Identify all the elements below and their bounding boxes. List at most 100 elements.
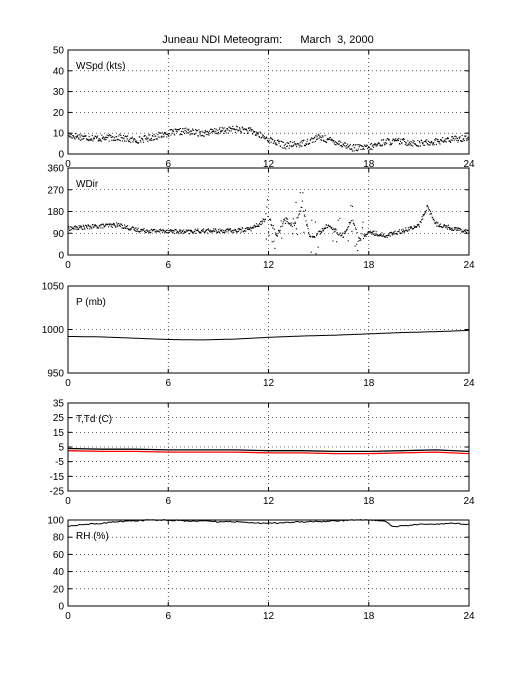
data-point (205, 133, 207, 136)
data-point (266, 139, 269, 141)
data-point (286, 218, 289, 220)
data-point (175, 128, 177, 130)
data-point (127, 228, 129, 230)
data-point (170, 134, 172, 136)
data-point (345, 232, 347, 234)
data-point (369, 148, 371, 150)
data-point (88, 140, 90, 142)
data-point (434, 222, 436, 224)
data-point (169, 129, 171, 131)
y-tick-label: 30 (53, 87, 65, 98)
data-point (293, 141, 295, 143)
data-point (120, 223, 122, 225)
data-point (289, 145, 291, 147)
data-point (337, 142, 339, 145)
y-tick-label: 15 (53, 428, 65, 439)
data-point (408, 141, 410, 143)
data-point (196, 130, 198, 132)
data-point (253, 131, 255, 133)
data-point (438, 141, 441, 143)
data-point (328, 138, 330, 141)
data-point (247, 127, 250, 130)
data-point (305, 224, 308, 226)
data-point (188, 128, 190, 130)
data-point (393, 231, 395, 233)
data-point (207, 134, 209, 136)
data-point (80, 225, 82, 227)
data-point (268, 231, 270, 233)
data-point (320, 139, 322, 141)
data-point (228, 126, 230, 128)
panel-label: RH (%) (76, 531, 109, 542)
data-point (402, 138, 404, 140)
data-point (244, 128, 246, 130)
data-point (305, 144, 308, 146)
data-point (377, 143, 379, 145)
data-point (299, 142, 301, 144)
data-point (317, 246, 319, 248)
data-point (349, 221, 351, 223)
data-point (424, 140, 426, 143)
data-point (243, 132, 245, 135)
data-point (283, 218, 285, 220)
data-point (414, 143, 416, 145)
data-point (227, 129, 229, 131)
data-point (135, 230, 137, 232)
data-point (434, 139, 436, 141)
data-point (309, 142, 311, 144)
data-point (130, 141, 132, 143)
data-point (253, 226, 255, 228)
data-point (154, 228, 156, 231)
data-point (412, 228, 414, 230)
data-point (378, 142, 380, 144)
data-point (249, 128, 251, 130)
data-point (444, 139, 446, 141)
data-point (112, 222, 114, 224)
data-point (158, 231, 160, 233)
data-point (394, 230, 396, 232)
data-point (74, 133, 76, 135)
data-point (118, 139, 120, 141)
data-point (313, 236, 315, 238)
data-point (277, 139, 279, 141)
data-point (77, 226, 79, 228)
data-point (260, 132, 262, 134)
data-point (256, 132, 259, 134)
data-point (266, 137, 268, 139)
data-point (379, 234, 381, 237)
data-point (410, 226, 413, 228)
data-point (252, 130, 254, 132)
data-point (99, 224, 101, 226)
data-point (404, 143, 406, 146)
data-point (451, 229, 453, 231)
data-point (189, 134, 191, 136)
data-point (228, 130, 231, 132)
data-point (275, 143, 278, 145)
data-point (218, 128, 221, 130)
data-point (108, 223, 110, 225)
data-point (93, 226, 95, 229)
y-tick-label: 0 (58, 251, 64, 262)
data-point (246, 227, 248, 229)
data-point (71, 226, 73, 228)
data-point (285, 148, 287, 150)
data-point (181, 230, 183, 232)
data-point (107, 224, 109, 226)
data-point (246, 129, 248, 131)
data-point (102, 136, 104, 138)
data-point (345, 230, 347, 232)
x-tick-label: 24 (463, 159, 475, 170)
data-point (366, 233, 368, 235)
data-point (274, 247, 276, 249)
data-point (152, 135, 154, 137)
data-point (90, 226, 92, 228)
data-point (282, 141, 284, 143)
data-point (367, 147, 369, 149)
data-point (107, 137, 109, 139)
data-point (255, 223, 257, 225)
data-point (97, 140, 99, 142)
data-point (207, 228, 209, 231)
data-point (157, 136, 159, 138)
data-point (333, 231, 335, 233)
data-point (423, 214, 425, 216)
